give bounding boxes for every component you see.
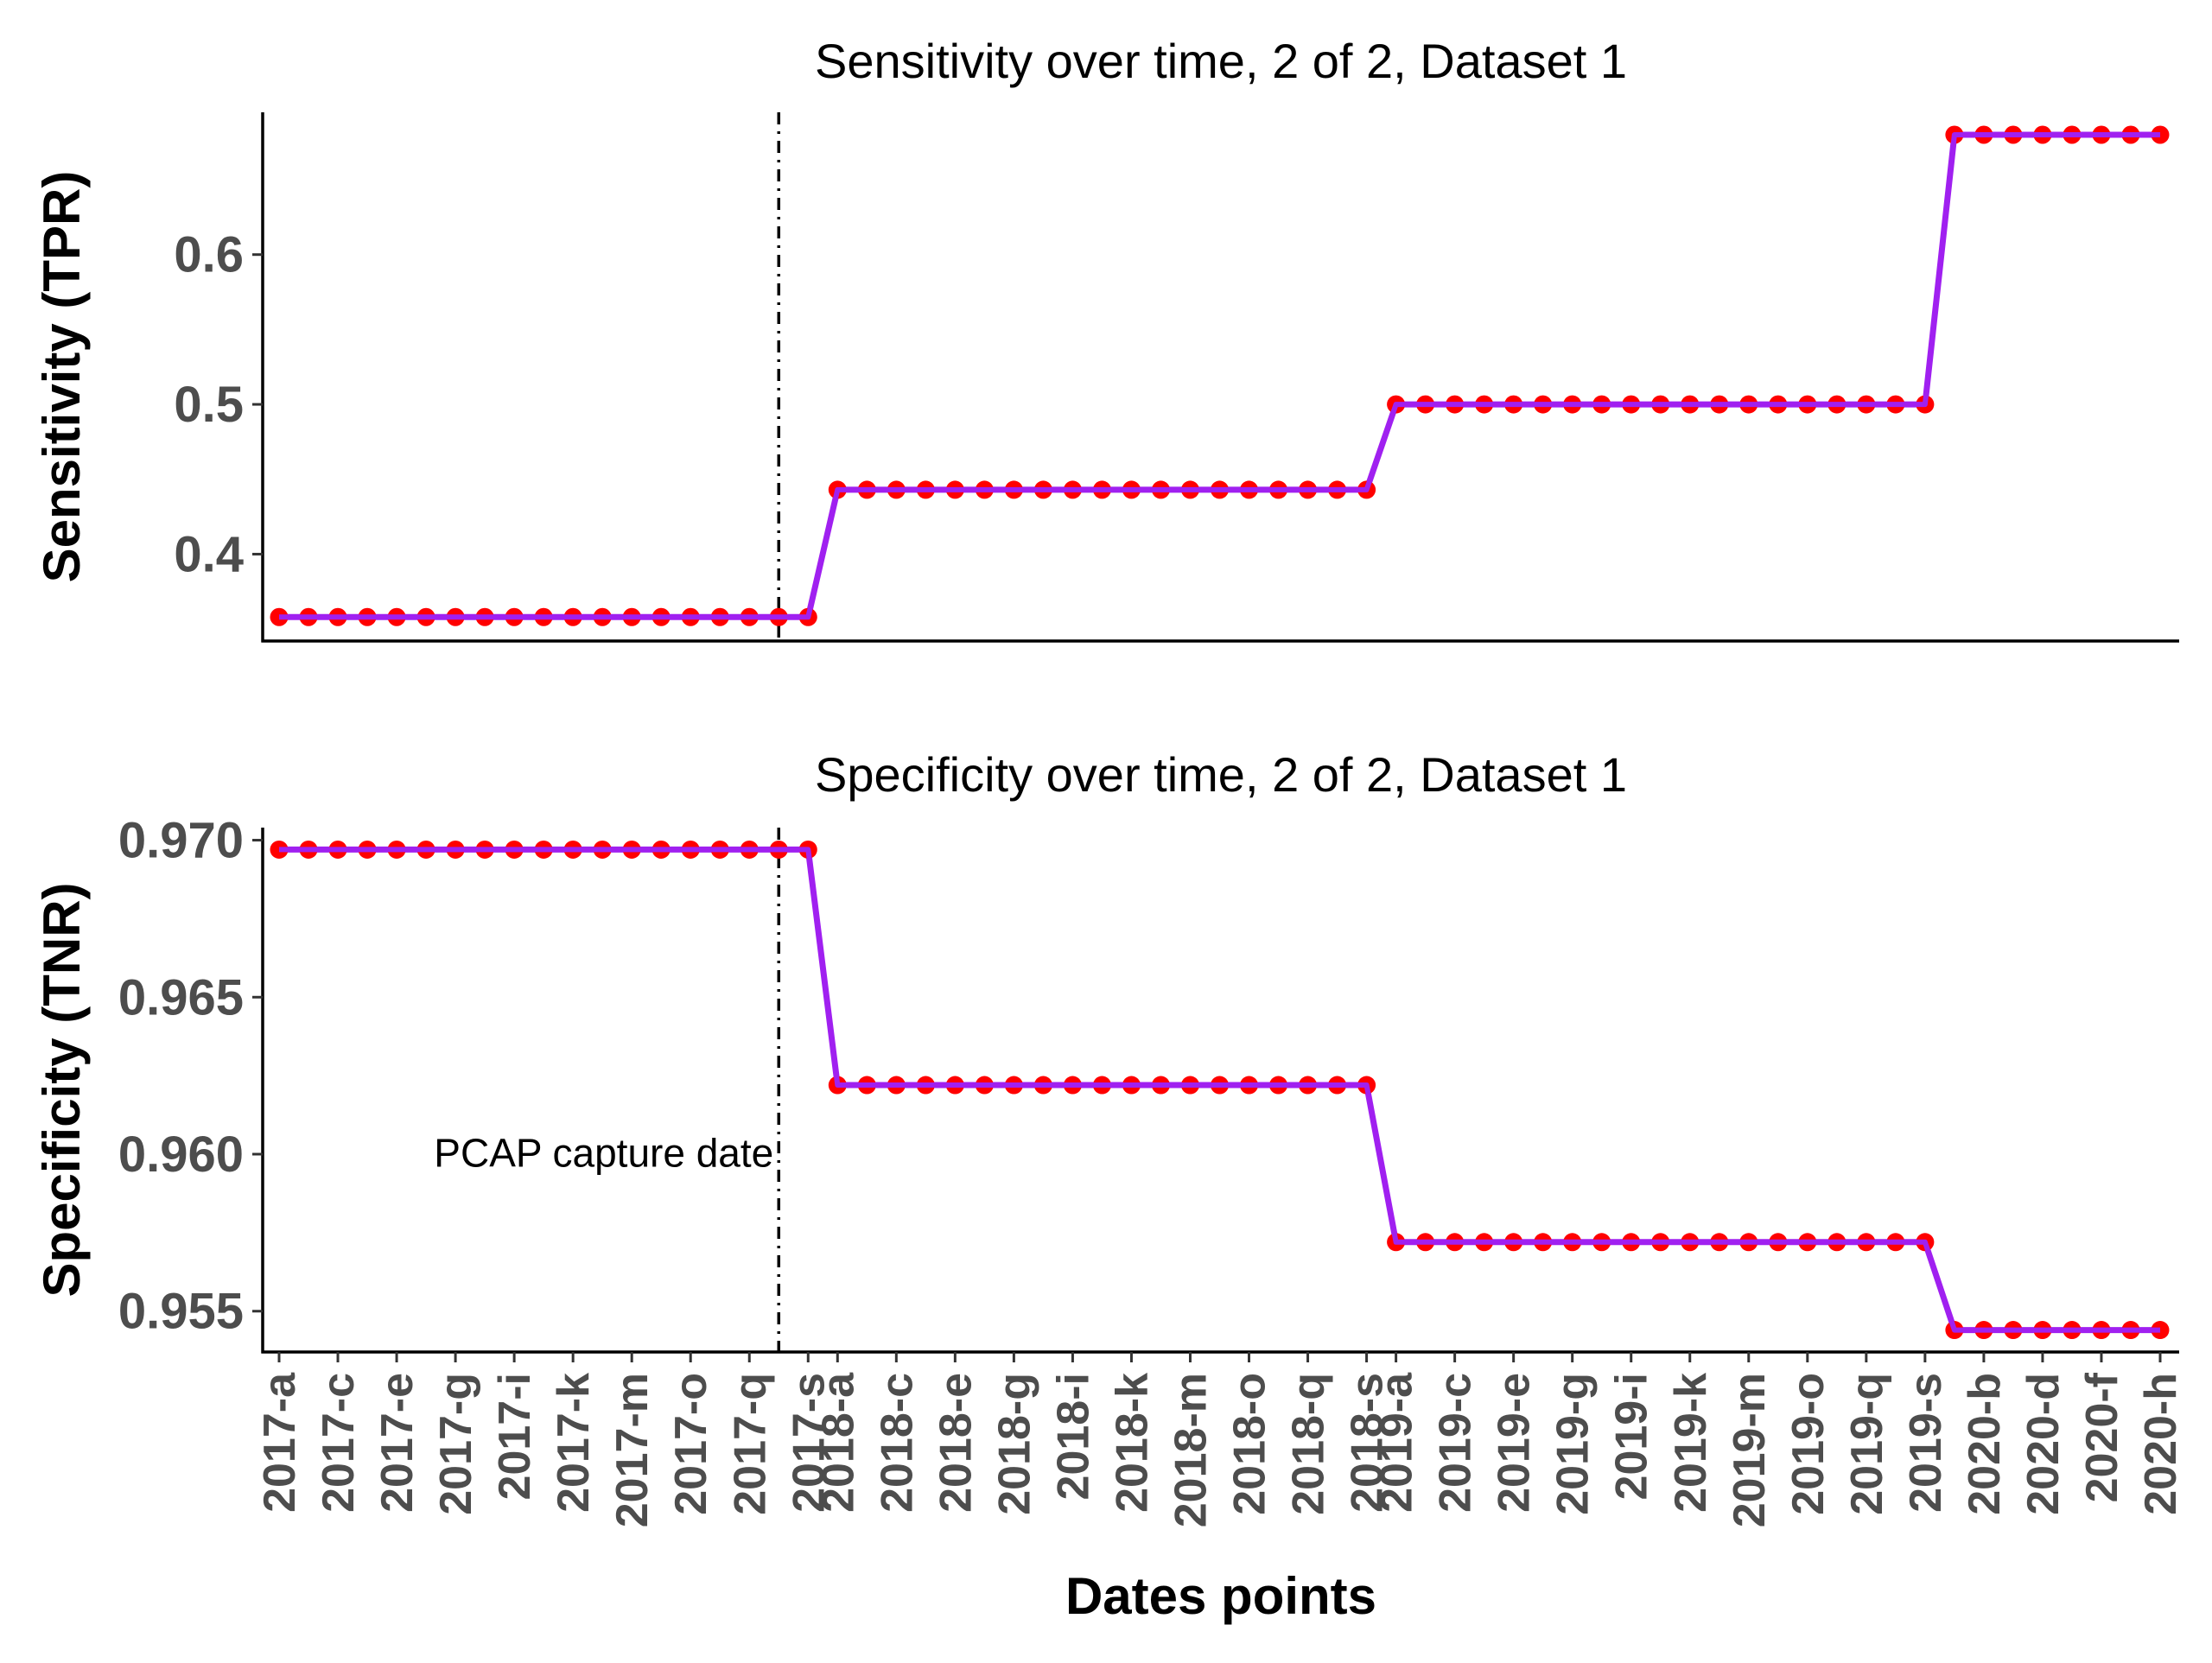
series-line-overlay [279, 847, 2160, 1333]
x-tick-label: 2019-m [1725, 1373, 1775, 1527]
y-tick-label: 0.5 [174, 377, 244, 433]
x-tick-label: 2017-k [549, 1373, 599, 1513]
x-tick-label: 2019-i [1607, 1373, 1657, 1500]
chart-panels: Sensitivity over time, 2 of 2, Dataset 1… [33, 34, 2186, 1625]
x-tick-label: 2019-g [1548, 1373, 1599, 1515]
x-tick-label: 2019-q [1842, 1373, 1892, 1515]
y-tick-label: 0.960 [118, 1127, 244, 1183]
x-tick-label: 2018-s [1343, 1373, 1393, 1513]
x-tick-label: 2017-s [784, 1373, 834, 1513]
x-tick-label: 2019-e [1490, 1373, 1540, 1513]
x-tick-label: 2017-g [431, 1373, 481, 1515]
x-tick-label: 2018-q [1284, 1373, 1334, 1515]
x-tick-label: 2019-o [1783, 1373, 1834, 1515]
reference-vline-label: PCAP capture date [434, 1131, 773, 1176]
x-tick-label: 2020-h [2136, 1373, 2186, 1515]
x-tick-label: 2018-i [1048, 1373, 1098, 1500]
x-tick-label: 2018-k [1107, 1373, 1157, 1513]
x-tick-label: 2017-c [314, 1373, 364, 1513]
x-tick-label: 2020-b [1960, 1373, 2010, 1515]
x-tick-label: 2018-o [1225, 1373, 1275, 1515]
x-tick-label: 2017-o [666, 1373, 716, 1515]
x-tick-label: 2019-s [1901, 1373, 1951, 1513]
chart-panel-2: Specificity over time, 2 of 2, Dataset 1… [33, 747, 2186, 1625]
y-axis-label: Sensitivity (TPR) [33, 171, 91, 583]
x-tick-label: 2018-g [989, 1373, 1039, 1515]
x-tick-label: 2019-a [1372, 1372, 1422, 1513]
chart-panel-1: Sensitivity over time, 2 of 2, Dataset 1… [33, 34, 2179, 643]
x-tick-label: 2018-c [872, 1373, 922, 1513]
y-tick-label: 0.970 [118, 813, 244, 869]
x-tick-label: 2017-e [372, 1373, 423, 1513]
y-tick-label: 0.965 [118, 969, 244, 1025]
y-tick-label: 0.6 [174, 227, 244, 283]
x-tick-label: 2020-d [2018, 1373, 2069, 1515]
x-tick-label: 2017-m [607, 1373, 658, 1527]
chart-title: Specificity over time, 2 of 2, Dataset 1 [815, 747, 1627, 802]
x-tick-label: 2020-f [2077, 1372, 2127, 1502]
y-axis-label: Specificity (TNR) [33, 882, 91, 1297]
series-line-overlay [279, 132, 2160, 620]
x-tick-label: 2018-m [1166, 1373, 1216, 1527]
x-tick-label: 2019-c [1431, 1373, 1481, 1513]
x-tick-label: 2017-q [725, 1373, 775, 1515]
x-tick-label: 2017-a [255, 1372, 305, 1513]
x-tick-label: 2019-k [1666, 1373, 1716, 1513]
x-tick-label: 2018-a [813, 1372, 863, 1513]
x-axis-label: Dates points [1065, 1567, 1376, 1625]
x-tick-label: 2018-e [931, 1373, 981, 1513]
y-tick-label: 0.955 [118, 1284, 244, 1340]
y-tick-label: 0.4 [174, 526, 244, 582]
x-tick-label: 2017-i [490, 1373, 540, 1500]
chart-title: Sensitivity over time, 2 of 2, Dataset 1 [815, 34, 1627, 88]
